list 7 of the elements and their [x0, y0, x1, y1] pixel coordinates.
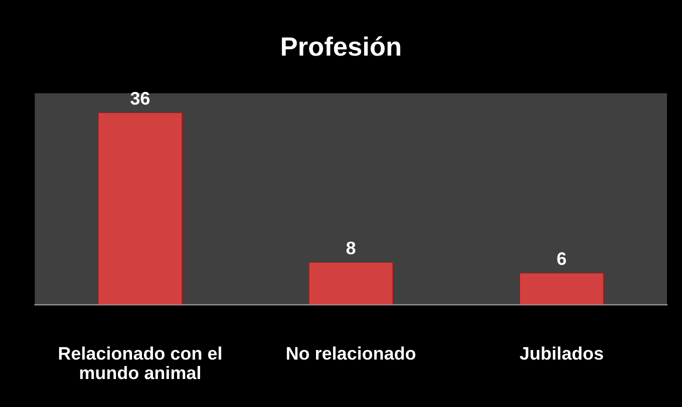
data-label: 6	[557, 252, 566, 266]
x-tick-label: No relacionado	[286, 346, 416, 360]
x-tick-label: Jubilados	[520, 346, 604, 360]
x-tick-label: Relacionado con el mundo animal	[59, 346, 222, 380]
data-label: 36	[130, 92, 150, 105]
chart-title: Profesión	[282, 36, 400, 56]
data-label: 8	[346, 242, 356, 254]
